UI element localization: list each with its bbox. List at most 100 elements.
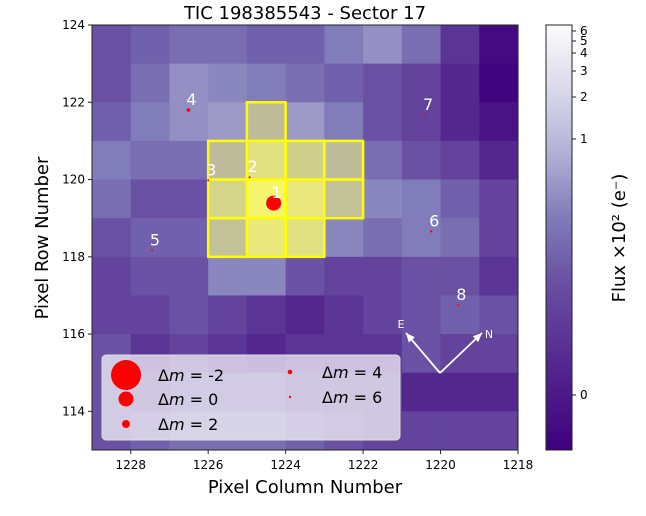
- pixel-cell: [479, 218, 519, 258]
- pixel-cell: [246, 140, 287, 181]
- aperture-pixel: [284, 139, 326, 181]
- pixel-cell: [92, 140, 132, 181]
- pixel-cell: [324, 63, 364, 103]
- aperture-pixel: [206, 139, 249, 181]
- legend-marker: [111, 360, 141, 390]
- pixel-cell: [246, 102, 287, 142]
- pixel-cell: [169, 218, 209, 258]
- pixel-cell: [92, 256, 132, 296]
- aperture-pixel: [323, 139, 365, 181]
- x-tick-label: 1222: [348, 458, 379, 472]
- pixel-cell: [92, 179, 132, 219]
- arrow-head-icon: [406, 333, 415, 343]
- aperture-pixel: [206, 216, 249, 259]
- pixel-cell: [324, 295, 364, 335]
- pixel-cell: [169, 295, 209, 335]
- pixel-cell: [401, 411, 442, 451]
- star-label: 6: [429, 211, 439, 230]
- stars: 12 3 4 5 6 7 8: [150, 90, 466, 307]
- pixel-cell: [363, 140, 403, 181]
- colorbar-tick-label: 2: [580, 90, 588, 104]
- pixel-cell: [401, 63, 442, 103]
- star-marker: [266, 195, 282, 211]
- pixel-cell: [479, 372, 519, 412]
- aperture-pixel: [323, 178, 365, 220]
- star-marker: [457, 304, 460, 307]
- star-marker: [186, 108, 191, 112]
- pixel-cell: [92, 102, 132, 142]
- pixel-cell: [440, 295, 480, 335]
- pixel-cell: [285, 295, 325, 335]
- pixel-cell: [479, 334, 519, 374]
- pixel-cell: [324, 102, 364, 142]
- compass: EN: [398, 318, 493, 374]
- y-tick-label: 118: [62, 250, 85, 264]
- star-label: 7: [423, 95, 433, 114]
- plot-frame: [91, 24, 519, 451]
- pixel-cell: [208, 63, 248, 103]
- pixel-cell: [440, 25, 480, 65]
- pixel-cell: [479, 25, 519, 65]
- pixel-cell: [363, 102, 403, 142]
- pixel-cell: [440, 140, 480, 181]
- pixel-cell: [246, 63, 287, 103]
- colorbar: [545, 24, 573, 451]
- pixel-cell: [130, 218, 170, 258]
- pixel-cell: [246, 25, 287, 65]
- aperture-pixel: [245, 216, 287, 259]
- aperture-pixel: [284, 178, 326, 220]
- pixel-cell: [208, 102, 248, 142]
- x-tick-label: 1226: [193, 458, 224, 472]
- pixel-cell: [324, 140, 364, 181]
- north-arrow: [439, 332, 483, 374]
- legend-marker: [118, 391, 134, 407]
- pixel-cell: [479, 140, 519, 181]
- pixel-cell: [440, 372, 480, 412]
- aperture-pixel: [245, 101, 287, 143]
- pixel-cell: [285, 179, 325, 219]
- colorbar-tick-label: 5: [580, 34, 588, 48]
- pixel-cell: [285, 25, 325, 65]
- pixel-cell: [363, 295, 403, 335]
- pixel-cell: [324, 25, 364, 65]
- pixel-cell: [92, 63, 132, 103]
- pixel-cell: [130, 295, 170, 335]
- pixel-cell: [440, 102, 480, 142]
- y-tick-label: 122: [62, 95, 85, 109]
- legend: Δm = -2 Δm = 0 Δm = 2 Δm = 4 Δm = 6: [101, 354, 401, 441]
- pixel-cell: [440, 63, 480, 103]
- pixel-cell: [324, 179, 364, 219]
- star-label: 2: [248, 157, 258, 176]
- pixel-cell: [440, 411, 480, 451]
- pixel-cell: [285, 256, 325, 296]
- pixel-cell: [246, 218, 287, 258]
- pixel-cell: [440, 256, 480, 296]
- pixel-cell: [169, 179, 209, 219]
- legend-entry-label: Δm = 6: [322, 388, 382, 407]
- legend-marker: [287, 369, 293, 375]
- star-marker: [424, 114, 427, 117]
- legend-entry-label: Δm = -2: [158, 366, 224, 385]
- pixel-cell: [208, 25, 248, 65]
- pixel-cell: [246, 295, 287, 335]
- pixel-cell: [401, 295, 442, 335]
- pixel-cell: [440, 179, 480, 219]
- legend-entry-label: Δm = 2: [158, 415, 218, 434]
- pixel-cell: [401, 140, 442, 181]
- colorbar-label: Flux ×10² (e⁻): [609, 174, 630, 303]
- chart-title: TIC 198385543 - Sector 17: [183, 3, 426, 24]
- pixel-cell: [208, 218, 248, 258]
- pixel-cell: [285, 63, 325, 103]
- pixel-cell: [479, 179, 519, 219]
- x-axis-label: Pixel Column Number: [208, 477, 403, 498]
- x-tick-label: 1228: [115, 458, 146, 472]
- pixel-cell: [363, 25, 403, 65]
- aperture-mask: [206, 101, 365, 259]
- pixel-cell: [130, 179, 170, 219]
- pixel-cell: [479, 411, 519, 451]
- pixel-cell: [246, 256, 287, 296]
- pixel-cell: [130, 256, 170, 296]
- star-label: 1: [272, 183, 282, 202]
- star-marker: [151, 249, 154, 252]
